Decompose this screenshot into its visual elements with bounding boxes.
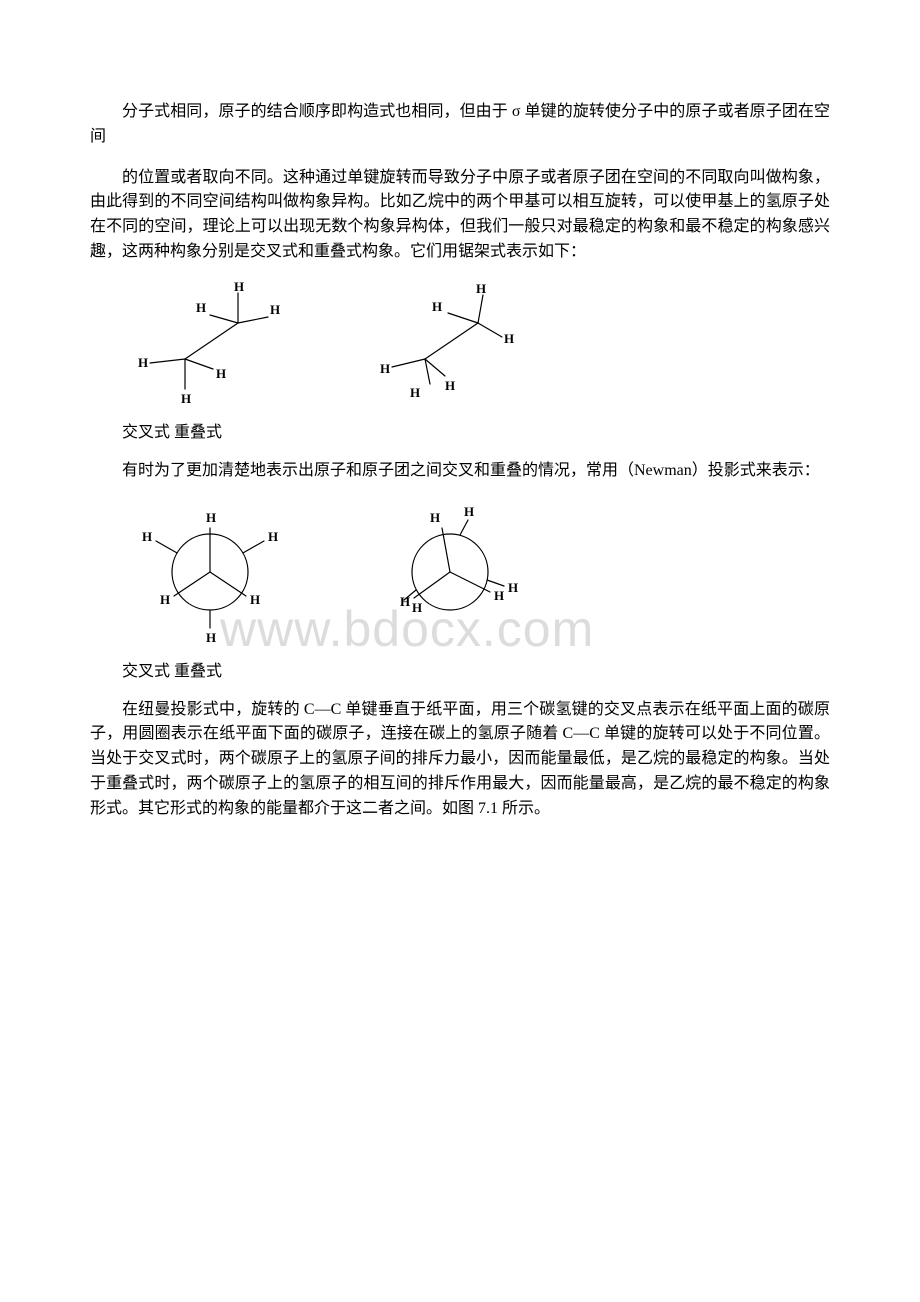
svg-text:H: H <box>234 281 244 294</box>
svg-text:H: H <box>504 331 514 346</box>
paragraph-2: 的位置或者取向不同。这种通过单键旋转而导致分子中原子或者原子团在空间的不同取向叫… <box>90 166 830 265</box>
newman-diagrams: HHHHHH HHHHHH <box>130 500 830 650</box>
svg-text:H: H <box>508 580 518 595</box>
svg-text:H: H <box>464 504 474 519</box>
svg-text:H: H <box>250 592 260 607</box>
newman-eclipsed-diagram: HHHHHH <box>370 500 530 650</box>
svg-text:H: H <box>410 385 420 400</box>
svg-text:H: H <box>206 510 216 525</box>
caption-2: 交叉式 重叠式 <box>90 660 830 684</box>
sawhorse-staggered-diagram: H H H H H H <box>130 281 290 411</box>
svg-text:H: H <box>160 592 170 607</box>
svg-text:H: H <box>216 366 226 381</box>
svg-text:H: H <box>445 378 455 393</box>
svg-text:H: H <box>270 302 280 317</box>
sawhorse-eclipsed-diagram: H H H H H H <box>370 281 530 411</box>
svg-text:H: H <box>432 299 442 314</box>
caption-1: 交叉式 重叠式 <box>90 421 830 445</box>
svg-text:H: H <box>138 355 148 370</box>
svg-text:H: H <box>196 300 206 315</box>
sawhorse-diagrams: H H H H H H H H H H H H <box>130 281 830 411</box>
svg-text:H: H <box>476 281 486 296</box>
svg-text:H: H <box>206 630 216 645</box>
svg-text:H: H <box>430 510 440 525</box>
svg-text:H: H <box>412 600 422 615</box>
paragraph-3: 有时为了更加清楚地表示出原子和原子团之间交叉和重叠的情况，常用（Newman）投… <box>90 459 830 484</box>
svg-text:H: H <box>400 594 410 609</box>
document-content: 分子式相同，原子的结合顺序即构造式也相同，但由于 σ 单键的旋转使分子中的原子或… <box>90 100 830 822</box>
svg-text:H: H <box>268 529 278 544</box>
svg-text:H: H <box>142 529 152 544</box>
paragraph-1: 分子式相同，原子的结合顺序即构造式也相同，但由于 σ 单键的旋转使分子中的原子或… <box>90 100 830 150</box>
svg-text:H: H <box>494 588 504 603</box>
svg-text:H: H <box>380 361 390 376</box>
paragraph-4: 在纽曼投影式中，旋转的 C—C 单键垂直于纸平面，用三个碳氢键的交叉点表示在纸平… <box>90 698 830 822</box>
svg-text:H: H <box>181 391 191 406</box>
newman-staggered-diagram: H H H H H H <box>130 500 290 650</box>
